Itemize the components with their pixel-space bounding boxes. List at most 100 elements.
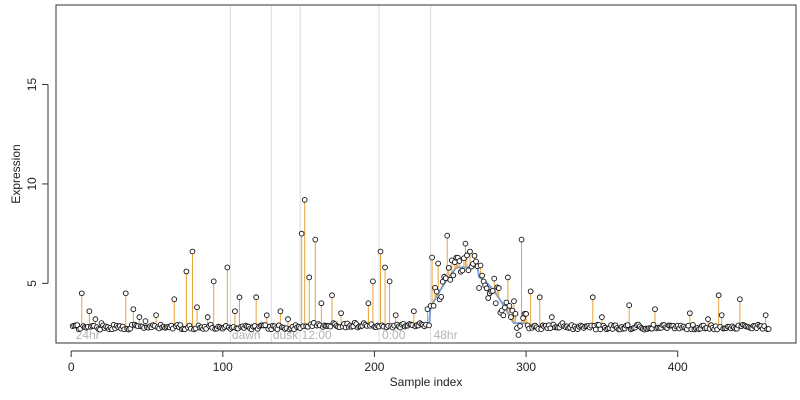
data-point [232, 308, 238, 315]
region-labels: 24hr dawn dusk 12:00 0:00 48hr [76, 328, 458, 342]
data-point [485, 295, 492, 301]
data-point [430, 302, 437, 309]
data-point [549, 314, 555, 321]
data-point [189, 248, 196, 255]
data-point [92, 316, 99, 322]
data-point [483, 285, 490, 292]
data-point [301, 196, 308, 203]
data-point [445, 264, 452, 271]
data-point [765, 326, 772, 332]
data-point [465, 267, 472, 274]
points-group [69, 196, 772, 338]
y-axis-title: Expression [9, 144, 23, 203]
data-point [462, 240, 469, 247]
data-point [523, 311, 529, 317]
data-point [624, 322, 631, 328]
data-point [136, 314, 143, 321]
data-point [464, 252, 470, 259]
fitted-line-group [72, 266, 769, 329]
data-point [442, 275, 449, 282]
x-tick-label: 200 [364, 360, 384, 374]
data-point [451, 259, 458, 266]
data-point [411, 308, 417, 315]
data-point [153, 312, 159, 319]
data-point [476, 285, 482, 291]
data-point [78, 290, 85, 297]
data-point [194, 304, 200, 311]
data-point [517, 323, 523, 329]
data-point [298, 230, 305, 237]
data-point [306, 274, 313, 281]
data-point [426, 322, 432, 329]
stems-group [81, 199, 767, 328]
x-tick-label: 100 [213, 360, 233, 374]
data-point [433, 288, 440, 295]
data-point [236, 294, 243, 301]
data-point [130, 306, 137, 313]
data-point [505, 274, 511, 281]
data-point [506, 303, 513, 309]
data-point [512, 310, 519, 317]
x-tick-label: 0 [68, 360, 75, 374]
data-point [599, 314, 605, 321]
data-point [518, 236, 525, 243]
data-point [527, 288, 534, 295]
data-point [263, 312, 270, 319]
data-point [435, 260, 441, 267]
data-point [210, 278, 217, 285]
data-point [142, 318, 149, 324]
data-point [439, 278, 446, 285]
data-point [492, 300, 499, 307]
y-tick-label: 5 [25, 280, 39, 287]
x-axis-title: Sample index [390, 375, 463, 389]
data-point [718, 312, 725, 319]
data-point [327, 323, 334, 330]
data-point [392, 312, 399, 319]
region-label: 12:00 [302, 328, 332, 342]
data-point [471, 252, 478, 259]
data-point [318, 300, 325, 307]
data-point [224, 264, 231, 271]
data-point [491, 275, 498, 282]
data-point [183, 268, 190, 275]
data-point [459, 267, 466, 274]
data-point [386, 278, 393, 285]
data-point [329, 292, 335, 299]
region-label: 0:00 [382, 328, 406, 342]
fitted-line [72, 266, 769, 329]
data-point [382, 264, 388, 271]
data-point [467, 248, 473, 255]
data-point [338, 310, 344, 317]
region-label: 24hr [76, 328, 100, 342]
data-point [737, 296, 743, 303]
data-point [438, 294, 445, 300]
data-point [86, 308, 93, 315]
data-point [502, 304, 508, 311]
data-point [377, 248, 384, 255]
data-point [312, 236, 319, 243]
data-point [285, 316, 291, 322]
plot-frame [55, 4, 797, 344]
data-point [253, 294, 260, 301]
data-point [705, 316, 711, 322]
data-point [489, 288, 496, 294]
data-point [171, 296, 178, 303]
data-point [444, 232, 451, 239]
data-point [122, 290, 129, 297]
data-point [511, 298, 517, 305]
region-dividers [229, 5, 432, 343]
data-point [589, 294, 596, 301]
x-tick-label: 400 [668, 360, 688, 374]
data-point [687, 310, 693, 317]
data-point [365, 300, 372, 307]
data-point [508, 314, 514, 320]
data-point [626, 302, 633, 309]
data-point [650, 321, 657, 328]
data-point [277, 308, 284, 315]
data-point [652, 306, 658, 313]
data-point [204, 314, 211, 321]
x-tick-label: 300 [516, 360, 536, 374]
y-axis: 5 10 15 [25, 78, 49, 287]
data-point [456, 258, 463, 264]
data-point [495, 285, 502, 291]
